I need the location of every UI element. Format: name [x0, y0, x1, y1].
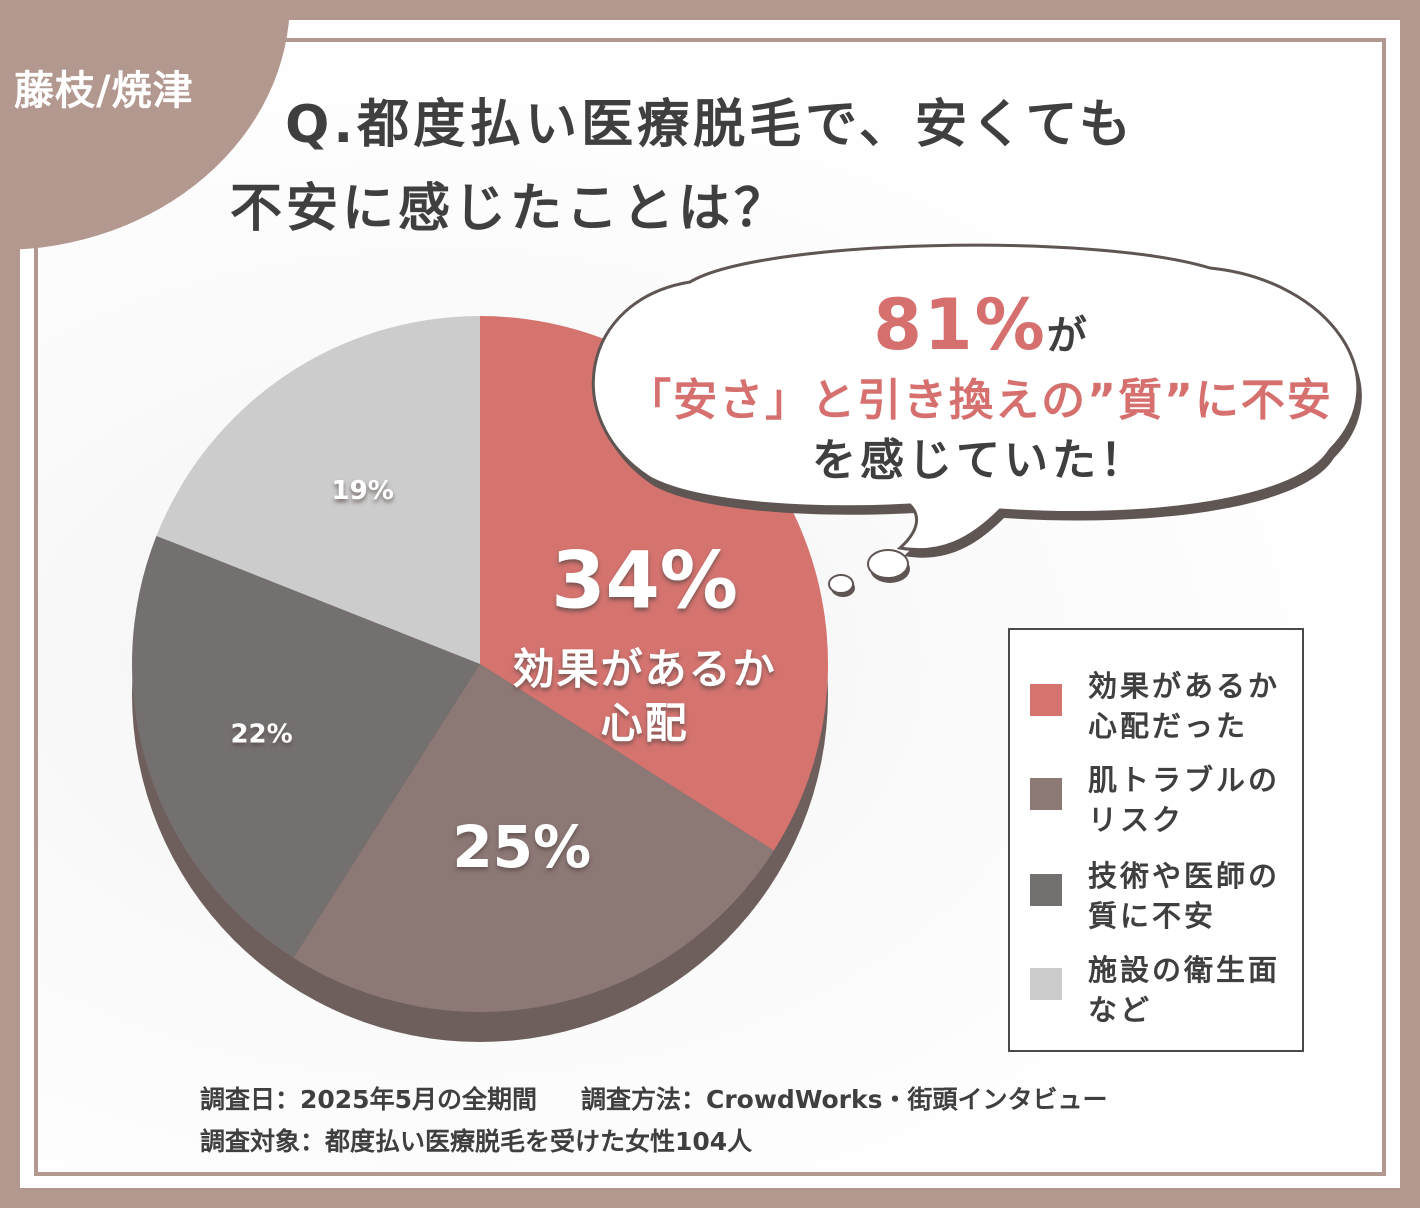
legend-label-line1: 効果があるか [1088, 669, 1281, 703]
legend-label: 技術や医師の 質に不安 [1088, 856, 1298, 936]
legend-item: 施設の衛生面 など [1030, 950, 1290, 1030]
pie-data-label: 34% [551, 536, 738, 626]
legend-label: 効果があるか 心配だった [1088, 666, 1298, 746]
pie-slice [131, 535, 480, 958]
legend-swatch [1030, 778, 1062, 810]
callout-percentage: 81% [873, 284, 1047, 366]
legend-swatch [1030, 968, 1062, 1000]
question-title-line1: Q.都度払い医療脱毛で、安くても [285, 95, 1135, 155]
chart-legend: 効果があるか 心配だった 肌トラブルの リスク 技術や医師の 質に不安 施設の衛… [1008, 628, 1304, 1052]
pie-data-label: 25% [452, 813, 591, 881]
pie-slice [293, 664, 774, 1012]
legend-label-line2: など [1088, 993, 1153, 1027]
legend-label-line1: 施設の衛生面 [1088, 953, 1281, 987]
legend-item: 効果があるか 心配だった [1030, 666, 1290, 746]
pie-slice-caption: 心配 [601, 699, 689, 748]
pie-data-label: 19% [332, 476, 394, 506]
pie-data-label: 22% [230, 719, 292, 749]
legend-swatch [1030, 874, 1062, 906]
legend-label-line2: 心配だった [1088, 709, 1249, 743]
legend-label-line2: 質に不安 [1088, 899, 1217, 933]
question-title-line2: 不安に感じたことは？ [229, 179, 790, 239]
survey-info-line1: 調査日：2025年5月の全期間 調査方法：CrowdWorks・街頭インタビュー [200, 1080, 1108, 1116]
legend-label-line1: 技術や医師の [1088, 859, 1281, 893]
callout-line3: を感じていた！ [812, 435, 1148, 486]
callout-suffix: が [1046, 313, 1087, 359]
callout-bubble [591, 243, 1362, 597]
survey-date: 調査日：2025年5月の全期間 [200, 1085, 537, 1114]
legend-label-line2: リスク [1088, 803, 1185, 837]
legend-swatch [1030, 684, 1062, 716]
legend-item: 肌トラブルの リスク [1030, 760, 1290, 840]
legend-label: 肌トラブルの リスク [1088, 760, 1298, 840]
survey-method: 調査方法：CrowdWorks・街頭インタビュー [580, 1085, 1108, 1114]
pie-slice-caption: 効果があるか [513, 645, 777, 694]
pie-slice [156, 316, 480, 664]
legend-label: 施設の衛生面 など [1088, 950, 1298, 1030]
survey-target: 調査対象：都度払い医療脱毛を受けた女性104人 [200, 1127, 753, 1156]
region-badge-label: 藤枝/焼津 [14, 68, 194, 114]
legend-item: 技術や医師の 質に不安 [1030, 856, 1290, 936]
callout-headline: 81%が [600, 284, 1360, 366]
legend-label-line1: 肌トラブルの [1088, 763, 1281, 797]
callout-line2: 「安さ」と引き換えの”質”に不安 [627, 375, 1333, 426]
